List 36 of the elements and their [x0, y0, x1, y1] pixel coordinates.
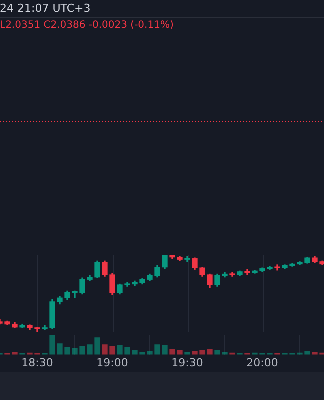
bar — [12, 352, 18, 355]
bar — [132, 350, 138, 355]
candlestick — [244, 269, 250, 276]
x-tick-label: 19:00 — [96, 356, 128, 370]
bar — [80, 346, 86, 355]
bar — [177, 350, 183, 355]
bar — [200, 350, 206, 355]
text: L2.0351 C2.0386 -0.0023 (-0.11%) — [0, 20, 174, 31]
bar — [304, 352, 310, 355]
bar — [207, 350, 213, 355]
bar — [192, 352, 198, 355]
bar — [214, 350, 220, 355]
bar — [110, 346, 116, 355]
candlestick — [184, 256, 190, 262]
bar — [87, 344, 93, 355]
bar — [184, 352, 190, 355]
bar — [117, 346, 123, 355]
bar — [50, 335, 56, 355]
bar — [140, 352, 146, 355]
x-tick-label: 19:30 — [172, 356, 204, 370]
text: 24 21:07 UTC+3 — [0, 2, 91, 15]
x-tick-label: 20:00 — [246, 356, 278, 370]
bar — [312, 352, 318, 355]
bar — [64, 348, 70, 355]
bar — [222, 352, 228, 355]
bar — [72, 348, 78, 355]
bar — [147, 352, 153, 355]
candlestick — [274, 264, 280, 271]
bar — [57, 344, 63, 355]
bar — [154, 344, 160, 355]
bar — [102, 344, 108, 355]
x-tick-label: 18:30 — [22, 356, 54, 370]
bar — [94, 338, 100, 355]
bar — [170, 350, 176, 355]
bar — [124, 348, 130, 355]
bar — [162, 346, 168, 355]
